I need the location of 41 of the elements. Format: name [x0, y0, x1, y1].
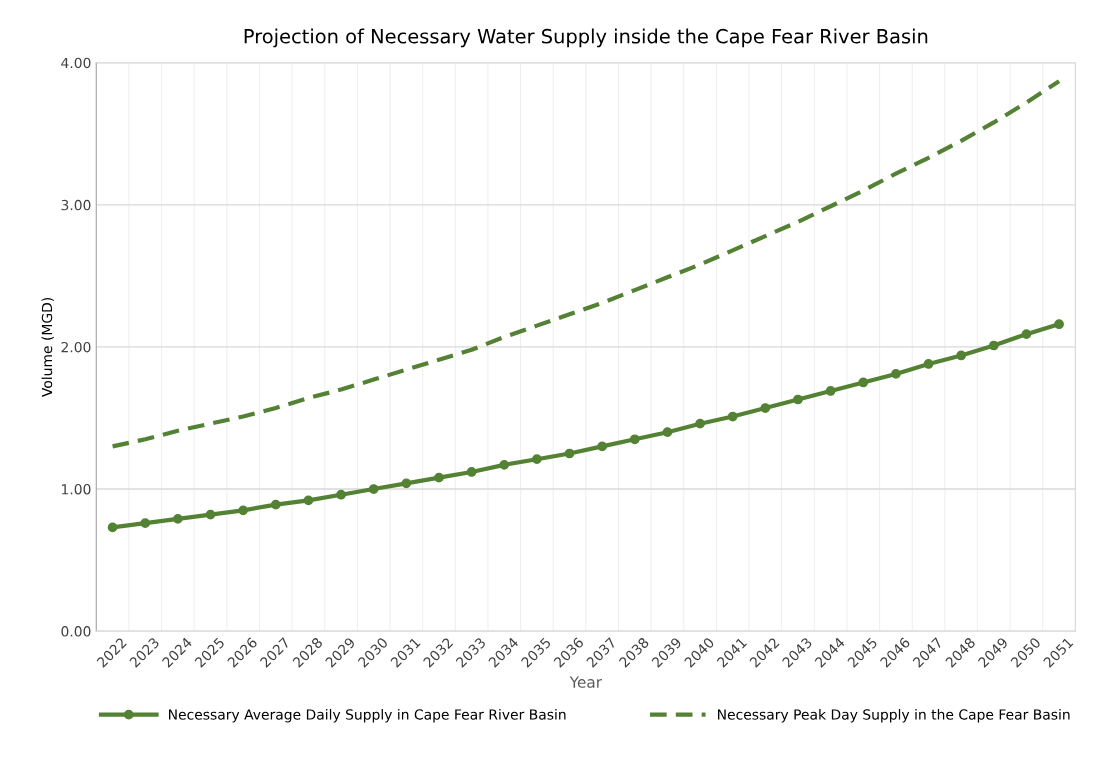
point	[1054, 319, 1064, 330]
line-series	[110, 79, 1062, 449]
point	[695, 418, 705, 429]
point	[1021, 329, 1032, 340]
point	[891, 369, 901, 379]
point	[597, 441, 608, 452]
point	[401, 478, 412, 489]
chart-title: Projection of Necessary Water Supply inside the Cape Fear River Basin	[244, 28, 928, 48]
point	[368, 484, 379, 494]
point	[140, 518, 151, 528]
point	[825, 386, 836, 396]
point	[923, 359, 934, 369]
y-tick-label: 2.00	[61, 341, 91, 353]
point	[532, 454, 542, 465]
y-tick-label: 4.00	[61, 57, 91, 69]
point	[956, 350, 967, 361]
point	[499, 460, 510, 470]
point	[662, 427, 673, 438]
y-tick-label: 3.00	[61, 199, 91, 211]
point	[793, 394, 803, 405]
point	[434, 472, 444, 483]
point	[336, 489, 346, 500]
y-tick-label: 0.00	[61, 626, 91, 637]
point	[988, 340, 999, 351]
point	[238, 505, 249, 516]
legend-label: Necessary Peak Day Supply in the Cape Fear Basin	[718, 708, 1070, 723]
point	[270, 499, 281, 510]
point	[303, 495, 314, 506]
point	[107, 522, 118, 533]
point	[466, 467, 477, 477]
point	[564, 448, 575, 459]
point	[727, 411, 738, 422]
point	[858, 377, 869, 388]
x-axis-title: Year	[569, 676, 603, 688]
legend-label: Necessary Average Daily Supply in Cape Fear River Basin	[169, 708, 566, 723]
point	[760, 403, 771, 413]
y-tick-label: 1.00	[62, 483, 91, 495]
point	[205, 509, 216, 520]
point	[173, 514, 183, 524]
y-axis-title: Volume (MGD)	[41, 297, 54, 397]
point	[629, 434, 640, 445]
